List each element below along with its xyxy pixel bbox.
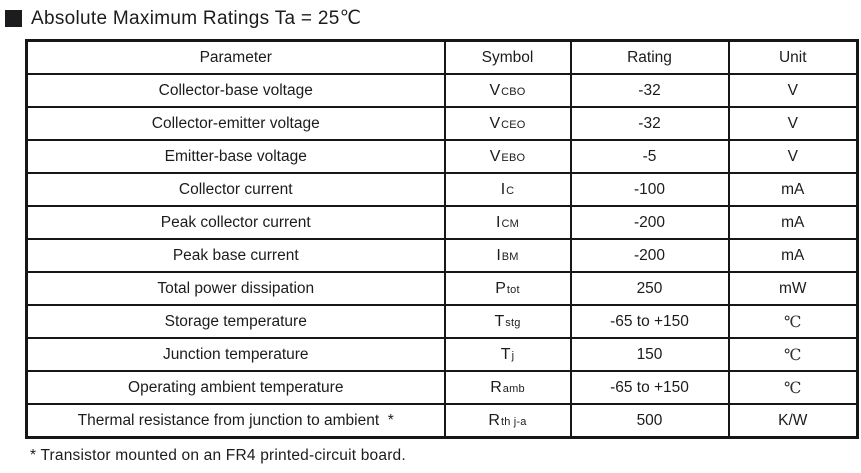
symbol-subscript: CBO bbox=[501, 85, 526, 98]
table-row: Operating ambient temperature Ramb -65 t… bbox=[25, 370, 859, 405]
cell-parameter: Thermal resistance from junction to ambi… bbox=[25, 403, 446, 439]
col-header-unit: Unit bbox=[727, 39, 859, 75]
symbol-subscript: j bbox=[511, 349, 515, 362]
table-row: Collector-emitter voltage VCEO -32 V bbox=[25, 106, 859, 141]
cell-symbol: VCBO bbox=[443, 73, 572, 108]
table-row: Junction temperature Tj 150 ℃ bbox=[25, 337, 859, 372]
symbol-main: V bbox=[489, 114, 501, 132]
cell-symbol: VEBO bbox=[443, 139, 572, 174]
symbol-main: V bbox=[489, 147, 501, 165]
cell-unit: V bbox=[727, 73, 859, 108]
cell-parameter: Collector-emitter voltage bbox=[25, 106, 446, 141]
symbol-subscript: stg bbox=[505, 316, 521, 329]
symbol-subscript: amb bbox=[502, 382, 525, 395]
cell-symbol: VCEO bbox=[443, 106, 572, 141]
cell-rating: 500 bbox=[569, 403, 730, 439]
symbol-subscript: C bbox=[506, 184, 515, 197]
cell-parameter: Collector-base voltage bbox=[25, 73, 446, 108]
cell-parameter: Peak base current bbox=[25, 238, 446, 273]
symbol-subscript: EBO bbox=[501, 151, 526, 164]
cell-symbol: Rth j-a bbox=[443, 403, 572, 439]
cell-symbol: IC bbox=[443, 172, 572, 207]
cell-rating: -65 to +150 bbox=[569, 370, 730, 405]
symbol-subscript: tot bbox=[506, 283, 520, 296]
cell-unit: ℃ bbox=[727, 337, 859, 372]
cell-rating: -100 bbox=[569, 172, 730, 207]
section-title: Absolute Maximum Ratings Ta = 25℃ bbox=[0, 0, 861, 30]
symbol-main: T bbox=[494, 312, 505, 330]
cell-rating: 250 bbox=[569, 271, 730, 306]
symbol-main: T bbox=[500, 345, 511, 363]
symbol-main: P bbox=[495, 279, 506, 297]
table-row: Emitter-base voltage VEBO -5 V bbox=[25, 139, 859, 174]
cell-unit: mA bbox=[727, 238, 859, 273]
table-row: Peak base current IBM -200 mA bbox=[25, 238, 859, 273]
cell-unit: K/W bbox=[727, 403, 859, 439]
table-row: Peak collector current ICM -200 mA bbox=[25, 205, 859, 240]
table-row: Storage temperature Tstg -65 to +150 ℃ bbox=[25, 304, 859, 339]
cell-rating: -32 bbox=[569, 106, 730, 141]
cell-parameter: Junction temperature bbox=[25, 337, 446, 372]
cell-rating: -32 bbox=[569, 73, 730, 108]
cell-rating: -200 bbox=[569, 205, 730, 240]
table-row: Thermal resistance from junction to ambi… bbox=[25, 403, 859, 439]
symbol-main: I bbox=[496, 213, 501, 231]
symbol-main: R bbox=[488, 411, 500, 429]
cell-unit: mA bbox=[727, 205, 859, 240]
table-row: Collector-base voltage VCBO -32 V bbox=[25, 73, 859, 108]
cell-symbol: Ramb bbox=[443, 370, 572, 405]
footnote: * Transistor mounted on an FR4 printed-c… bbox=[30, 447, 406, 464]
col-header-rating: Rating bbox=[569, 39, 730, 75]
symbol-main: I bbox=[500, 180, 506, 198]
symbol-main: V bbox=[489, 81, 501, 99]
symbol-subscript: CM bbox=[501, 217, 519, 230]
cell-rating: -5 bbox=[569, 139, 730, 174]
cell-rating: 150 bbox=[569, 337, 730, 372]
cell-symbol: Tstg bbox=[443, 304, 572, 339]
cell-rating: -65 to +150 bbox=[569, 304, 730, 339]
table-row: Total power dissipation Ptot 250 mW bbox=[25, 271, 859, 306]
cell-parameter: Collector current bbox=[25, 172, 446, 207]
cell-unit: V bbox=[727, 106, 859, 141]
abs-max-ratings-table: Parameter Symbol Rating Unit Collector-b… bbox=[25, 39, 859, 439]
cell-parameter: Emitter-base voltage bbox=[25, 139, 446, 174]
cell-symbol: Ptot bbox=[443, 271, 572, 306]
table-row: Collector current IC -100 mA bbox=[25, 172, 859, 207]
cell-rating: -200 bbox=[569, 238, 730, 273]
cell-unit: ℃ bbox=[727, 304, 859, 339]
cell-symbol: Tj bbox=[443, 337, 572, 372]
symbol-subscript: CEO bbox=[501, 118, 526, 131]
symbol-main: I bbox=[496, 246, 501, 264]
cell-symbol: IBM bbox=[443, 238, 572, 273]
section-title-text: Absolute Maximum Ratings Ta = 25℃ bbox=[31, 8, 362, 29]
symbol-main: R bbox=[490, 378, 502, 396]
cell-parameter: Storage temperature bbox=[25, 304, 446, 339]
cell-unit: V bbox=[727, 139, 859, 174]
cell-unit: mA bbox=[727, 172, 859, 207]
symbol-subscript: BM bbox=[501, 250, 519, 263]
symbol-subscript: th j-a bbox=[500, 415, 527, 428]
table-header-row: Parameter Symbol Rating Unit bbox=[25, 39, 859, 75]
cell-parameter: Total power dissipation bbox=[25, 271, 446, 306]
cell-symbol: ICM bbox=[443, 205, 572, 240]
col-header-parameter: Parameter bbox=[25, 39, 446, 75]
cell-parameter: Peak collector current bbox=[25, 205, 446, 240]
section-bullet-icon bbox=[5, 10, 22, 27]
cell-unit: mW bbox=[727, 271, 859, 306]
col-header-symbol: Symbol bbox=[443, 39, 572, 75]
cell-parameter: Operating ambient temperature bbox=[25, 370, 446, 405]
table-body: Collector-base voltage VCBO -32 V Collec… bbox=[25, 73, 859, 439]
cell-unit: ℃ bbox=[727, 370, 859, 405]
